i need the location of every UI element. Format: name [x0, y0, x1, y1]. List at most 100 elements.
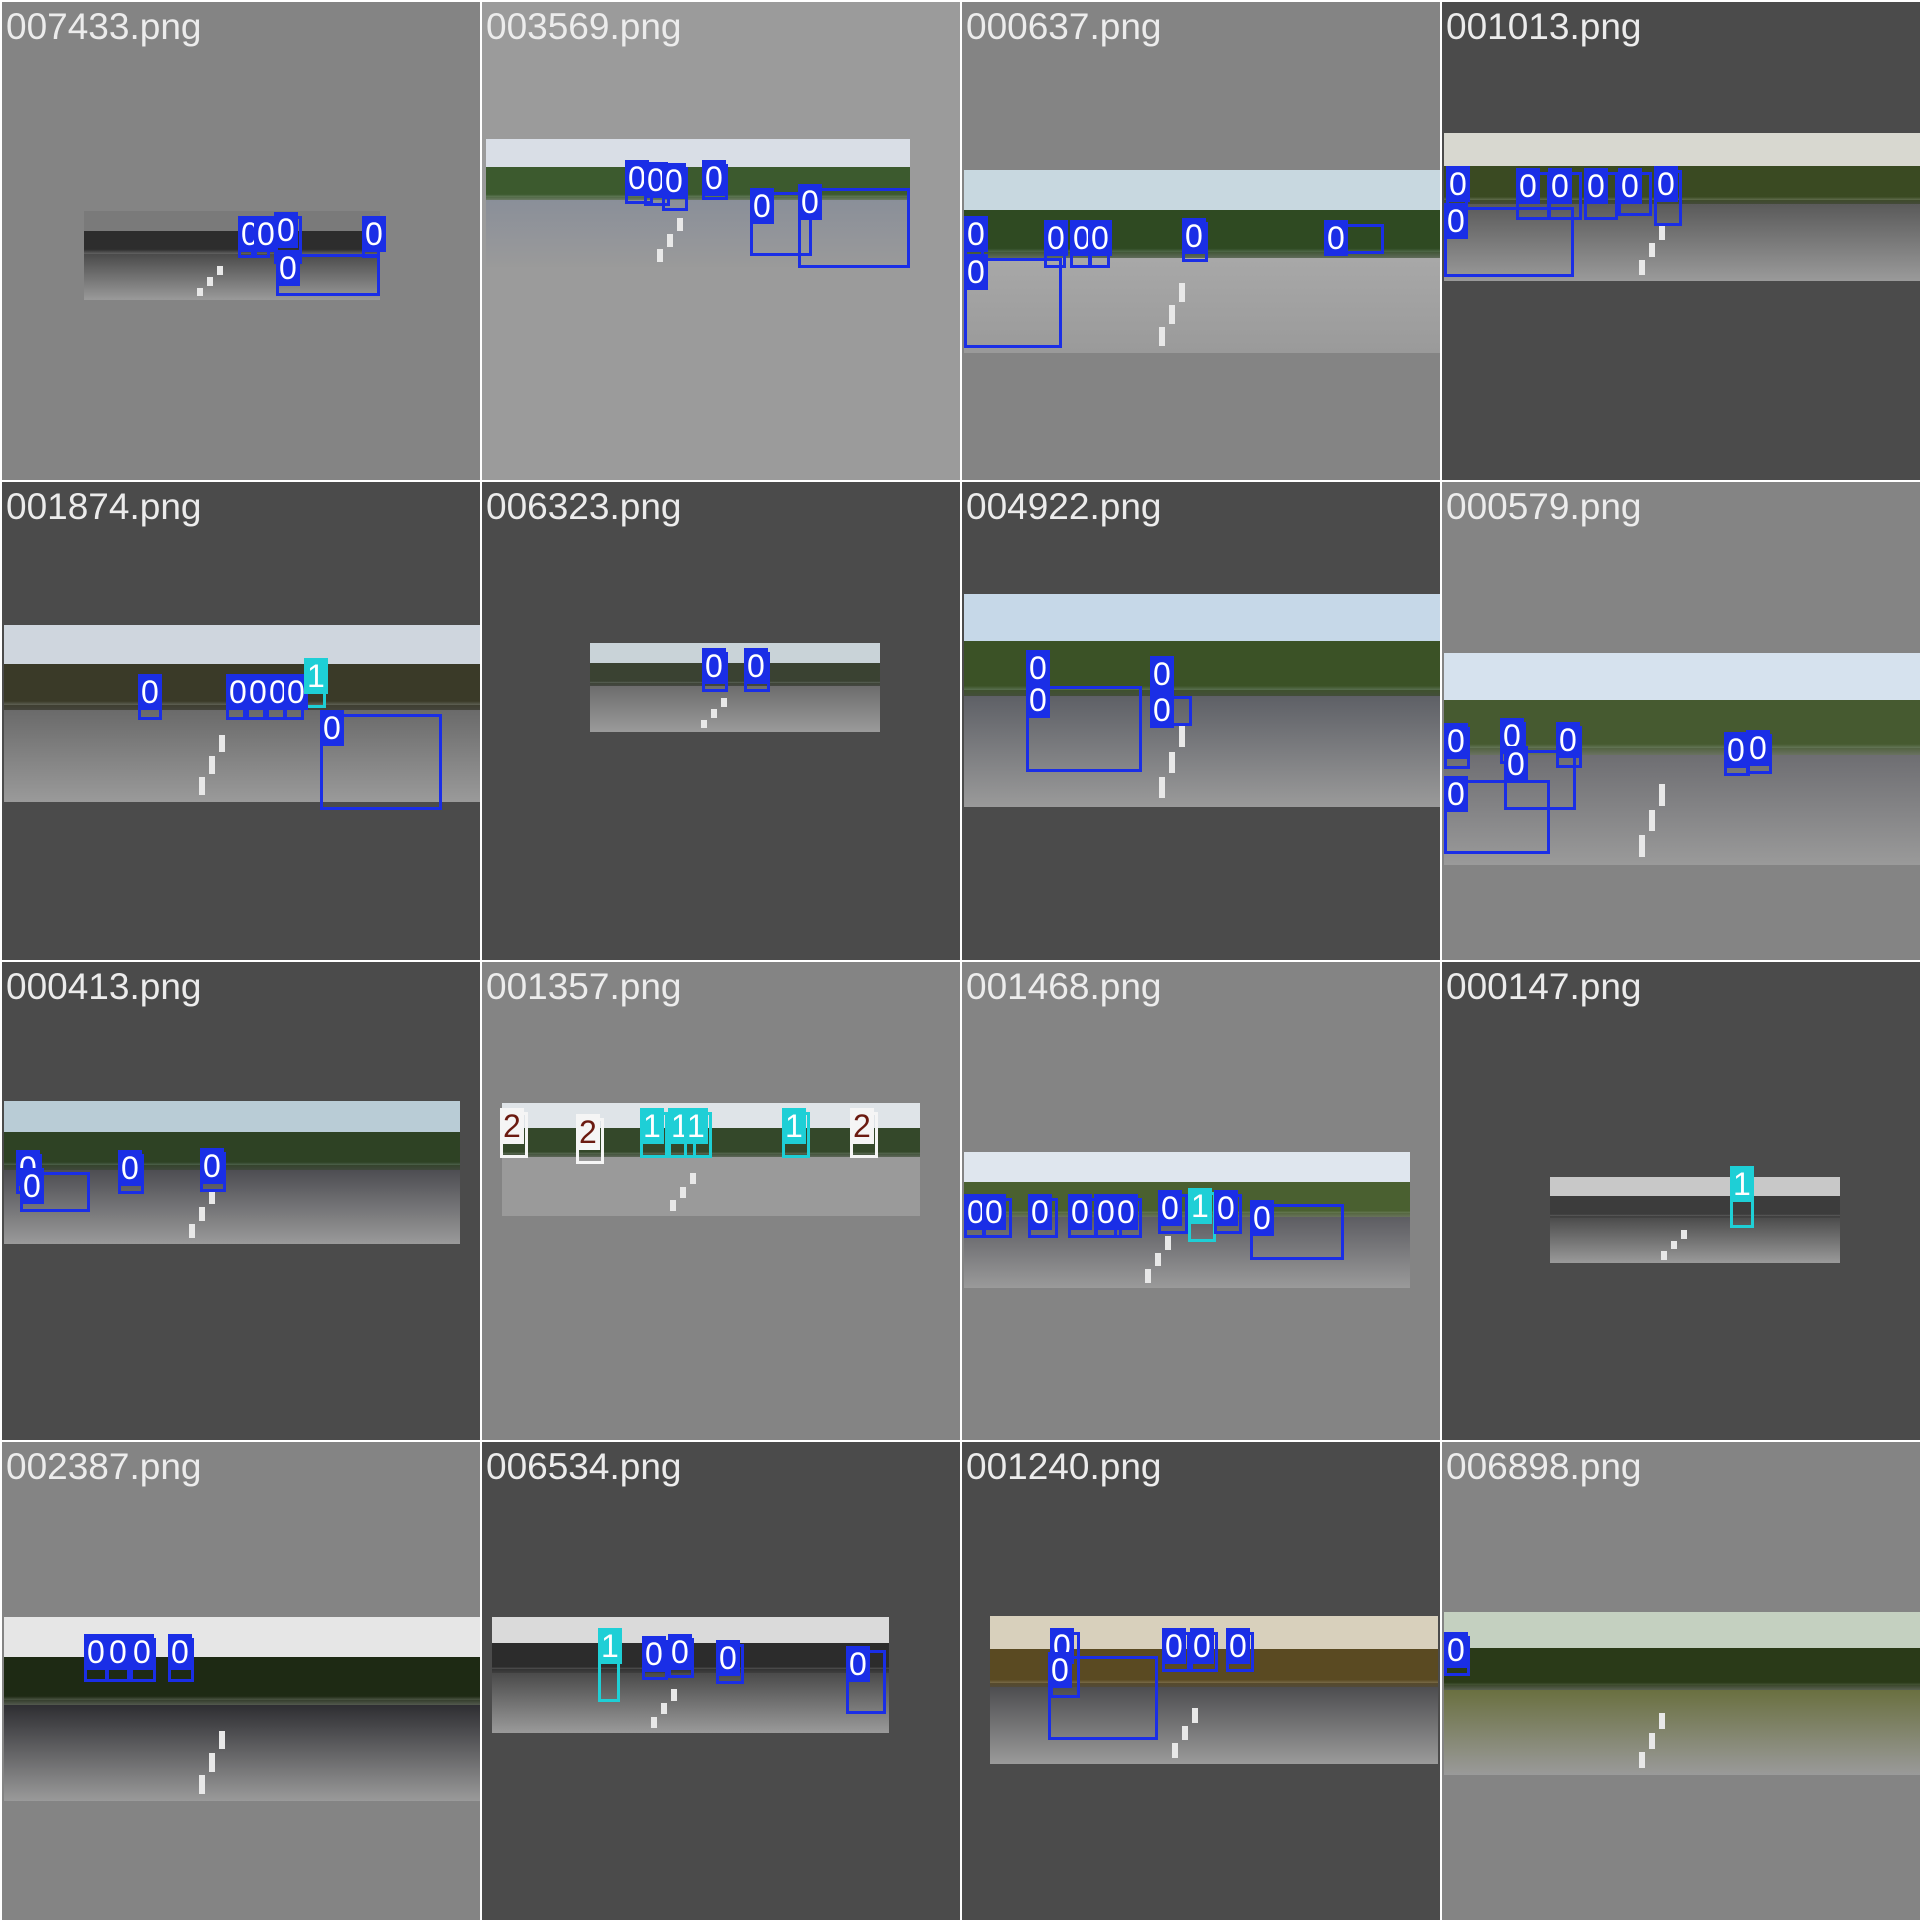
photo-road [84, 253, 380, 300]
lane-marking [209, 1753, 216, 1772]
lane-marking [1659, 1713, 1666, 1730]
image-tile: 007433.png 0 0 0 0 0 [2, 2, 480, 480]
tile-filename: 001468.png [966, 966, 1162, 1007]
detection-class-label: 0 [1028, 1194, 1052, 1230]
detection-box [798, 188, 910, 268]
detection-box [1444, 207, 1574, 277]
lane-marking [197, 287, 204, 297]
image-tile: 001013.png 0 0 0 0 0 0 0 [1442, 2, 1920, 480]
detection-class-label: 0 [1444, 723, 1468, 759]
detection-class-label: 0 [320, 710, 344, 746]
detection-class-label: 0 [1584, 168, 1608, 204]
detection-class-label: 0 [642, 1636, 666, 1672]
lane-marking [1649, 809, 1656, 832]
lane-marking [1164, 1236, 1171, 1250]
photo-trees [84, 230, 380, 258]
image-tile: 006898.png 0 [1442, 1442, 1920, 1920]
lane-marking [650, 1716, 657, 1729]
street-photo [4, 1101, 460, 1244]
street-photo [4, 1617, 480, 1801]
detection-class-label: 0 [1026, 650, 1050, 686]
tile-filename: 006534.png [486, 1446, 682, 1487]
tile-filename: 001240.png [966, 1446, 1162, 1487]
lane-marking [1169, 305, 1176, 324]
street-photo [486, 139, 910, 267]
lane-marking [219, 1731, 226, 1750]
detection-class-label: 0 [798, 184, 822, 220]
detection-class-label: 0 [1048, 1652, 1072, 1688]
detection-class-label: 0 [1190, 1628, 1214, 1664]
detection-class-label: 0 [246, 674, 270, 710]
detection-class-label: 0 [1516, 168, 1540, 204]
street-photo [84, 211, 380, 300]
street-photo [1444, 1612, 1920, 1775]
photo-trees [4, 1132, 460, 1176]
image-tile: 000579.png 0 0 0 0 0 0 0 [1442, 482, 1920, 960]
tile-filename: 000579.png [1446, 486, 1642, 527]
detection-class-label: 0 [200, 1148, 224, 1184]
lane-marking [1191, 1707, 1198, 1723]
lane-marking [670, 1200, 677, 1212]
tile-filename: 001013.png [1446, 6, 1642, 47]
detection-class-label: 0 [276, 250, 300, 286]
image-tile: 006534.png 1 0 0 0 0 [482, 1442, 960, 1920]
lane-marking [1680, 1230, 1687, 1239]
detection-class-label: 0 [964, 216, 988, 252]
lane-marking [1639, 260, 1646, 276]
lane-marking [1179, 726, 1186, 748]
lane-marking [217, 266, 224, 276]
detection-class-label: 0 [625, 160, 649, 196]
photo-road [502, 1157, 920, 1216]
detection-class-label: 1 [598, 1628, 622, 1664]
image-tile: 006323.png 0 0 [482, 482, 960, 960]
lane-marking [670, 1688, 677, 1701]
lane-marking [1660, 1250, 1667, 1260]
photo-road [1444, 1690, 1920, 1775]
detection-class-label: 0 [1324, 220, 1348, 256]
tile-filename: 001874.png [6, 486, 202, 527]
lane-marking [720, 698, 727, 708]
detection-class-label: 0 [20, 1168, 44, 1204]
detection-class-label: 0 [1504, 746, 1528, 782]
lane-marking [1154, 1252, 1161, 1267]
detection-class-label: 1 [1730, 1166, 1754, 1202]
tile-filename: 000413.png [6, 966, 202, 1007]
detection-class-label: 0 [1026, 682, 1050, 718]
detection-class-label: 0 [1556, 722, 1580, 758]
lane-marking [207, 276, 214, 286]
detection-class-label: 0 [744, 648, 768, 684]
lane-marking [1159, 327, 1166, 346]
tile-filename: 002387.png [6, 1446, 202, 1487]
detection-box [750, 192, 812, 256]
detection-class-label: 2 [500, 1108, 524, 1144]
detection-class-label: 0 [84, 1634, 108, 1670]
detection-class-label: 1 [782, 1108, 806, 1144]
detection-class-label: 0 [1068, 1194, 1092, 1230]
detection-class-label: 0 [130, 1634, 154, 1670]
lane-marking [1649, 242, 1656, 258]
tile-filename: 001357.png [486, 966, 682, 1007]
image-tile: 001874.png 0 0 0 0 0 1 0 [2, 482, 480, 960]
photo-road [1550, 1218, 1840, 1263]
lane-marking [690, 1173, 697, 1185]
detection-class-label: 0 [1114, 1194, 1138, 1230]
image-tile: 001240.png 0 0 0 0 0 [962, 1442, 1440, 1920]
lane-marking [1171, 1743, 1178, 1759]
lane-marking [189, 1223, 196, 1239]
image-tile: 002387.png 0 0 0 0 [2, 1442, 480, 1920]
detection-class-label: 0 [106, 1634, 130, 1670]
lane-marking [700, 719, 707, 729]
image-tile: 001357.png 2 2 1 1 1 1 2 [482, 962, 960, 1440]
detection-class-label: 0 [1150, 692, 1174, 728]
detection-class-label: 0 [362, 216, 386, 252]
detection-class-label: 0 [750, 188, 774, 224]
photo-trees [1444, 1647, 1920, 1697]
detection-class-label: 0 [1746, 730, 1770, 766]
lane-marking [219, 734, 226, 753]
detection-class-label: 1 [684, 1108, 708, 1144]
image-tile: 001468.png 0 0 0 0 0 0 0 1 0 0 [962, 962, 1440, 1440]
tile-filename: 000147.png [1446, 966, 1642, 1007]
detection-class-label: 0 [1444, 776, 1468, 812]
lane-marking [1181, 1725, 1188, 1741]
lane-marking [199, 1206, 206, 1222]
